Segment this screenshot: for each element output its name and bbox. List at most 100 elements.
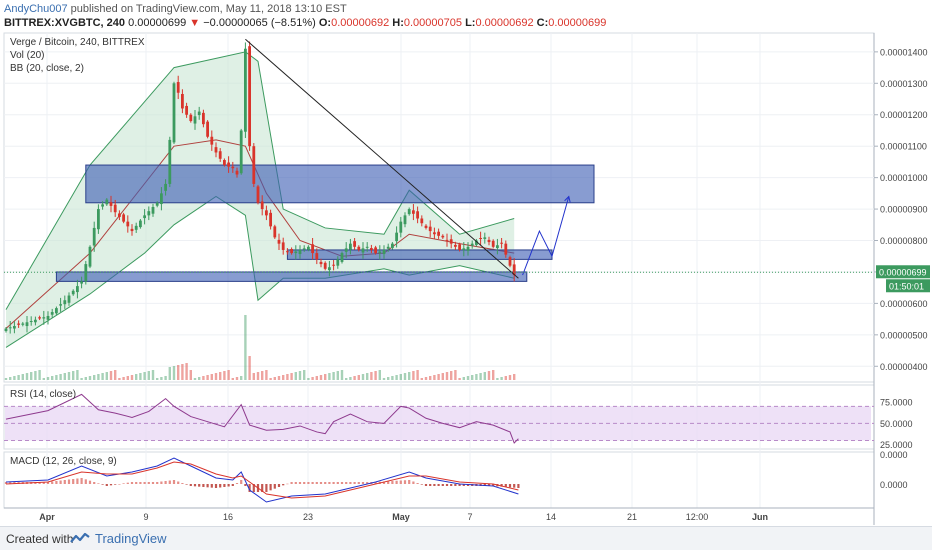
volume-bar xyxy=(80,378,83,380)
candle-body xyxy=(67,295,71,303)
macd-histogram-bar xyxy=(445,484,449,486)
macd-histogram-bar xyxy=(193,484,197,487)
volume-bar xyxy=(319,375,323,380)
volume-bar xyxy=(151,370,155,380)
macd-histogram-bar xyxy=(437,484,440,486)
volume-bar xyxy=(30,372,33,380)
volume-bar xyxy=(72,371,75,380)
volume-bar xyxy=(282,375,285,380)
volume-bar xyxy=(294,372,297,380)
candle-body xyxy=(311,244,314,254)
candle-body xyxy=(193,116,197,124)
candle-body xyxy=(25,322,29,327)
candle-body xyxy=(88,246,92,267)
macd-histogram-bar xyxy=(122,483,125,484)
volume-bar xyxy=(256,372,260,380)
macd-histogram-bar xyxy=(361,482,365,484)
countdown-badge xyxy=(886,279,930,293)
volume-bar xyxy=(374,371,377,380)
candle-body xyxy=(46,315,50,320)
volume-bar xyxy=(206,375,209,380)
candle-body xyxy=(445,239,449,241)
macd-histogram-bar xyxy=(214,484,218,488)
projection-arrowhead xyxy=(564,195,571,203)
x-tick-label: 12:00 xyxy=(686,512,709,522)
candle-body xyxy=(269,212,272,227)
zone-rect-3[interactable] xyxy=(55,271,528,282)
macd-histogram-bar xyxy=(387,481,390,484)
macd-histogram-bar xyxy=(328,482,331,484)
candle-body xyxy=(323,262,327,269)
macd-histogram-bar xyxy=(290,482,293,484)
volume-bar xyxy=(273,377,276,380)
open-value: 0.00000692 xyxy=(331,17,390,29)
volume-bar xyxy=(458,378,461,380)
candle-body xyxy=(139,220,142,228)
x-tick-label: 23 xyxy=(303,512,313,522)
projection-path[interactable] xyxy=(522,196,570,276)
macd-histogram-bar xyxy=(374,482,377,484)
candle-body xyxy=(336,259,340,266)
zone-rect-2[interactable] xyxy=(286,249,553,260)
macd-histogram-bar xyxy=(231,484,234,486)
macd-histogram-bar xyxy=(84,479,87,484)
volume-bar xyxy=(277,376,281,380)
candle-body xyxy=(126,221,130,227)
macd-histogram-bar xyxy=(240,480,243,484)
volume-bar xyxy=(332,372,335,380)
published-text: published on TradingView.com, May 11, 20… xyxy=(70,3,347,15)
footer-bar: Created with TradingView xyxy=(0,526,932,550)
macd-histogram-bar xyxy=(93,482,96,484)
macd-histogram-bar xyxy=(244,484,247,486)
volume-bar xyxy=(13,376,16,380)
candle-body xyxy=(496,245,499,249)
candle-body xyxy=(113,204,117,213)
macd-histogram-bar xyxy=(487,484,491,486)
countdown-badge-text: 01:50:01 xyxy=(889,281,924,291)
tradingview-brand-link[interactable]: TradingView xyxy=(95,531,167,546)
candle-body xyxy=(420,218,424,224)
volume-bar xyxy=(147,371,150,380)
volume-bar xyxy=(227,370,230,380)
macd-histogram-bar xyxy=(189,484,192,486)
macd-histogram-bar xyxy=(156,482,159,484)
macd-histogram-bar xyxy=(462,484,465,486)
macd-histogram-bar xyxy=(210,484,213,488)
macd-histogram-bar xyxy=(332,482,335,484)
candle-body xyxy=(315,253,319,260)
volume-bar xyxy=(441,373,444,380)
trendline[interactable] xyxy=(245,38,519,279)
candle-body xyxy=(433,232,436,235)
volume-bar xyxy=(462,377,465,380)
change-arrow-icon: ▼ xyxy=(189,17,201,29)
volume-bar xyxy=(172,366,176,380)
candle-body xyxy=(483,237,487,239)
author-link[interactable]: AndyChu007 xyxy=(4,3,68,15)
macd-histogram-bar xyxy=(42,482,45,484)
macd-histogram-bar xyxy=(67,479,71,484)
macd-histogram-bar xyxy=(508,484,512,488)
candle-body xyxy=(155,202,159,206)
volume-bar xyxy=(25,373,29,380)
candle-body xyxy=(361,248,365,253)
volume-bar xyxy=(210,374,213,380)
candle-body xyxy=(302,248,306,250)
y-tick-label: 0.00001100 xyxy=(880,142,927,152)
candle-body xyxy=(227,162,230,167)
candle-body xyxy=(328,267,331,271)
candle-body xyxy=(176,82,180,93)
volume-bar xyxy=(46,377,50,380)
symbol-info: BITTREX:XVGBTC, 240 0.00000699 ▼ −0.0000… xyxy=(4,17,606,29)
candle-body xyxy=(197,111,201,116)
volume-bar xyxy=(466,376,470,380)
macd-histogram-bar xyxy=(105,484,108,486)
price-chart[interactable]: 0.00001400 0.00001300 0.00001200 0.00001100… xyxy=(0,0,932,526)
macd-histogram-bar xyxy=(223,484,226,487)
volume-bar xyxy=(88,376,92,380)
candle-body xyxy=(235,170,239,175)
low-label: L: xyxy=(465,17,476,29)
macd-histogram-bar xyxy=(80,478,83,484)
y-tick-label: 0.00001300 xyxy=(880,79,928,89)
volume-bar xyxy=(324,374,327,380)
volume-bar xyxy=(416,370,419,380)
